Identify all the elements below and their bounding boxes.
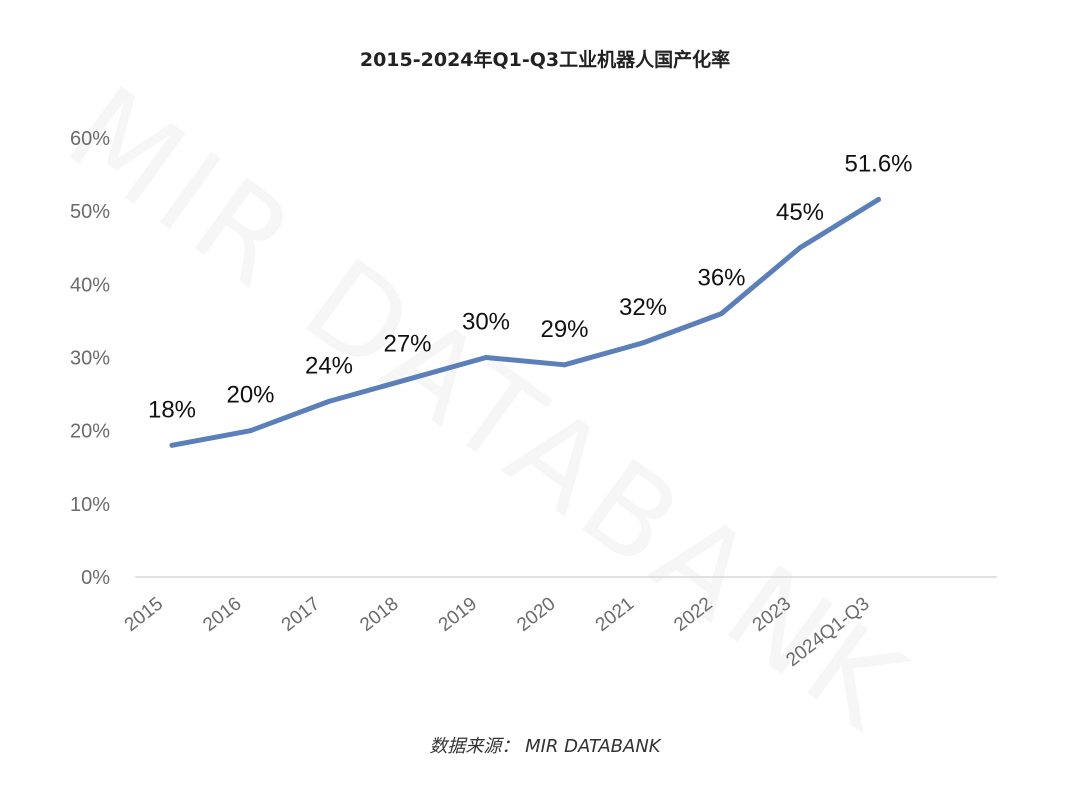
- y-tick-label: 60%: [70, 128, 110, 150]
- data-label: 36%: [697, 265, 745, 292]
- data-label: 18%: [148, 396, 196, 423]
- data-point: [483, 355, 489, 360]
- data-point: [405, 376, 410, 382]
- x-tick-label: 2016: [199, 593, 245, 636]
- y-tick-label: 50%: [70, 201, 110, 223]
- source-note: 数据来源： MIR DATABANK: [429, 736, 661, 757]
- y-tick-label: 20%: [70, 421, 110, 443]
- series-line: [169, 196, 881, 448]
- data-label: 20%: [226, 382, 274, 409]
- data-point: [876, 196, 881, 202]
- x-tick-label: 2020: [513, 593, 559, 636]
- x-tick-label: 2019: [435, 593, 481, 636]
- data-point: [719, 311, 724, 317]
- chart-title: 2015-2024年Q1-Q3工业机器人国产化率: [360, 48, 730, 71]
- y-tick-label: 40%: [70, 274, 110, 296]
- data-point: [640, 340, 646, 346]
- x-tick-label: 2017: [278, 593, 324, 636]
- y-tick-label: 0%: [81, 567, 110, 589]
- data-point: [562, 362, 567, 368]
- x-tick-label: 2015: [121, 593, 167, 636]
- data-labels: 18% 20% 24% 27% 30% 29% 32% 36% 45% 51.6%: [148, 150, 913, 423]
- y-tick-label: 10%: [70, 494, 110, 516]
- y-axis: 0% 10% 20% 30% 40% 50% 60%: [70, 128, 110, 589]
- data-point: [326, 398, 332, 404]
- data-point: [248, 428, 253, 434]
- data-label: 32%: [619, 294, 667, 321]
- data-point: [797, 245, 803, 251]
- data-label: 27%: [383, 330, 431, 357]
- data-label: 51.6%: [844, 150, 912, 177]
- data-label: 45%: [776, 199, 824, 226]
- y-tick-label: 30%: [70, 348, 110, 370]
- data-label: 30%: [462, 309, 510, 336]
- x-tick-label: 2018: [356, 593, 402, 636]
- data-label: 29%: [540, 316, 588, 343]
- data-point: [169, 442, 175, 448]
- data-label: 24%: [305, 352, 353, 379]
- series-line-group: [169, 196, 881, 448]
